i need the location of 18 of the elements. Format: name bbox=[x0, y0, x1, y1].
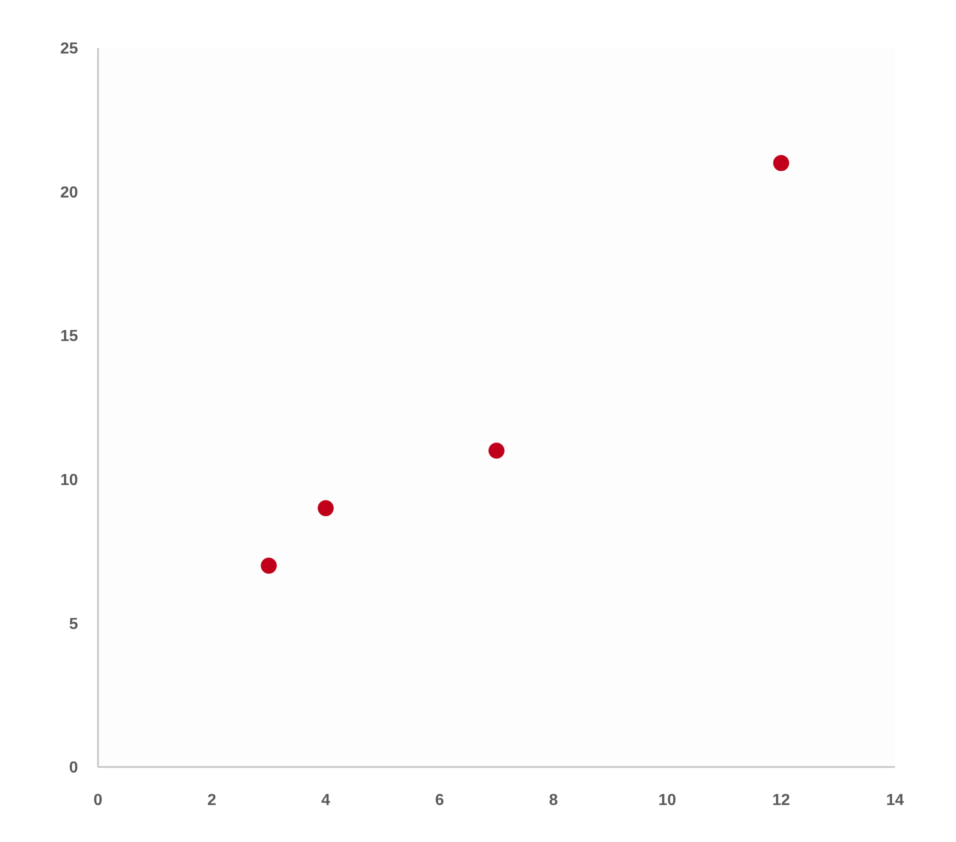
x-tick-label: 6 bbox=[435, 792, 444, 809]
y-tick-label: 10 bbox=[60, 472, 78, 489]
x-tick-label: 8 bbox=[548, 792, 558, 809]
point bbox=[488, 442, 504, 459]
y-tick-label: 15 bbox=[60, 328, 78, 346]
point bbox=[773, 155, 790, 172]
x-tick-label: 4 bbox=[321, 792, 330, 809]
point bbox=[318, 500, 334, 516]
y-tick-label: 0 bbox=[69, 760, 78, 777]
y-tick-label: 5 bbox=[69, 616, 78, 633]
x-tick-label: 14 bbox=[886, 792, 904, 809]
point bbox=[260, 558, 277, 574]
y-tick-label: 25 bbox=[60, 40, 78, 58]
x-tick-label: 10 bbox=[658, 792, 676, 809]
x-tick-label: 0 bbox=[94, 792, 103, 809]
y-tick-label: 20 bbox=[60, 184, 78, 202]
x-tick-label: 12 bbox=[772, 792, 790, 809]
x-tick-label: 2 bbox=[207, 792, 216, 809]
